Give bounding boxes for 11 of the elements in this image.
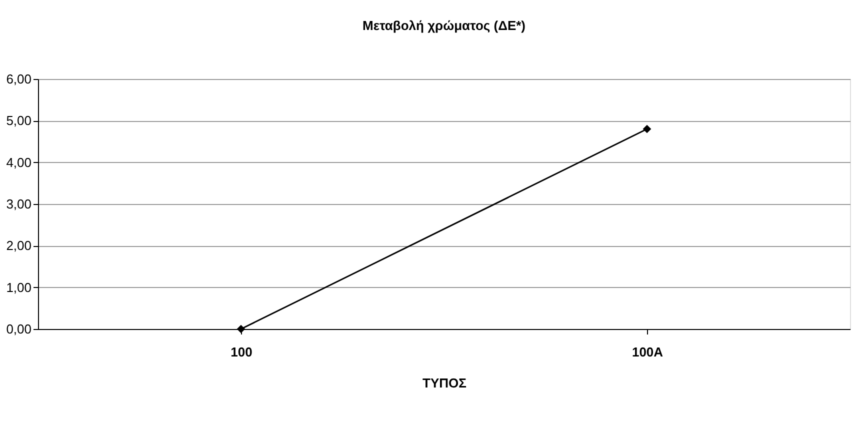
- y-tick-label: 6,00: [6, 72, 32, 86]
- y-tick-label: 4,00: [6, 154, 32, 170]
- y-tick-label: 0,00: [6, 322, 32, 336]
- x-tick-label: 100A: [632, 344, 664, 360]
- y-tick-label: 1,00: [6, 280, 32, 295]
- x-axis-title: ΤΥΠΟΣ: [422, 376, 467, 390]
- x-tick-label: 100: [230, 344, 252, 360]
- chart-title: Μεταβολή χρώματος (ΔΕ*): [362, 18, 526, 33]
- y-tick-label: 5,00: [6, 113, 32, 128]
- y-tick-label: 2,00: [6, 238, 32, 254]
- y-tick-label: 3,00: [6, 196, 32, 212]
